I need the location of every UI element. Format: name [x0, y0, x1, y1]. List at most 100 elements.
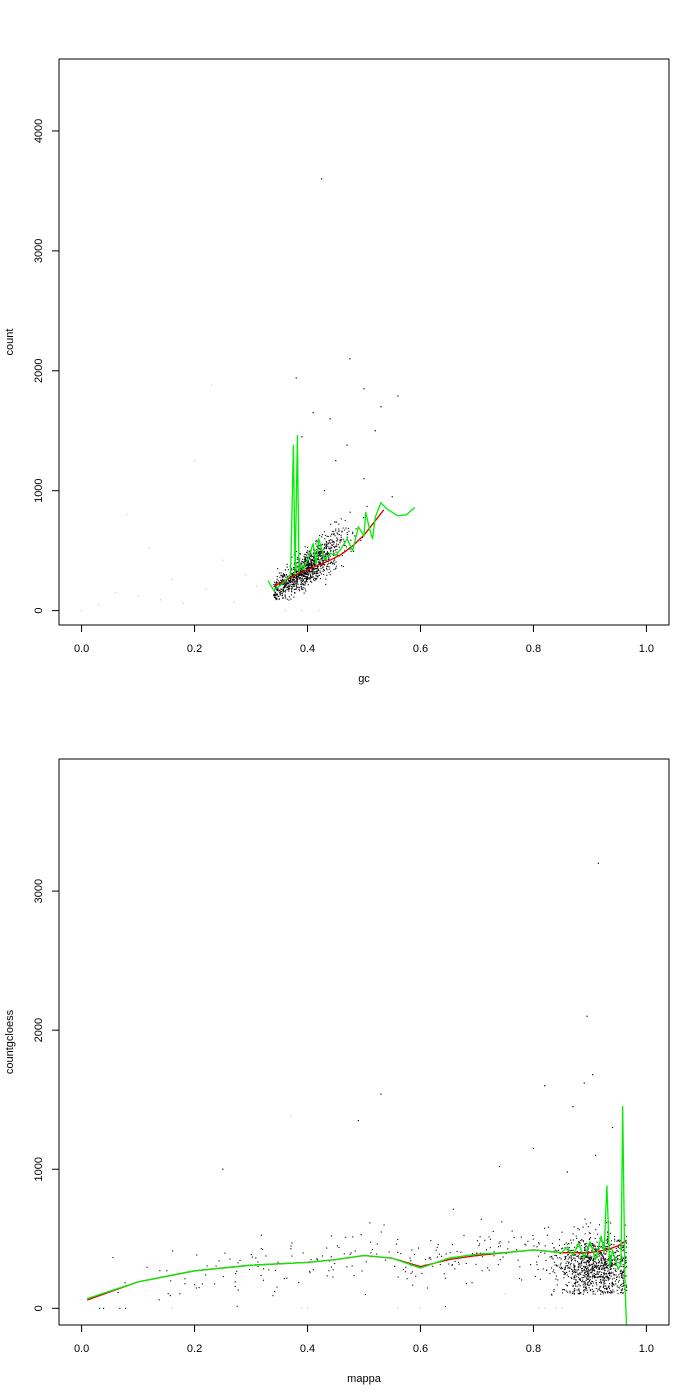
data-point [321, 554, 323, 557]
data-point [587, 1260, 590, 1262]
data-point [198, 1287, 200, 1289]
data-point [585, 1283, 587, 1285]
data-point [622, 1271, 624, 1274]
data-point [538, 1242, 540, 1244]
data-point [619, 1259, 621, 1261]
data-point [610, 1262, 612, 1264]
data-point [295, 570, 298, 572]
data-point [626, 1289, 628, 1291]
data-point [553, 1289, 555, 1291]
data-point [562, 1289, 564, 1291]
data-point [607, 1267, 609, 1269]
data-point [324, 547, 326, 549]
data-point [323, 551, 325, 553]
data-point [622, 1270, 624, 1273]
data-point [604, 1262, 606, 1264]
data-point [556, 1265, 558, 1267]
data-point [301, 583, 303, 585]
data-point [586, 1273, 588, 1275]
faint-point [561, 1307, 563, 1309]
data-point [614, 1264, 616, 1266]
data-point [592, 1268, 594, 1270]
data-point [278, 582, 280, 584]
data-point [592, 1266, 594, 1268]
data-point [317, 557, 320, 559]
data-point [589, 1243, 591, 1245]
data-point [598, 1264, 600, 1267]
data-point [524, 1243, 526, 1245]
data-point [294, 577, 296, 579]
data-point [609, 1232, 611, 1234]
data-point [603, 1281, 605, 1283]
data-point [484, 1239, 486, 1241]
x-tick-label: 0.8 [526, 643, 541, 655]
data-point [350, 550, 352, 552]
data-point [310, 562, 312, 564]
data-point [305, 572, 307, 575]
data-point [479, 1236, 481, 1238]
data-point [236, 1305, 238, 1307]
data-point [479, 1243, 481, 1245]
data-point [342, 527, 344, 529]
data-point [302, 584, 304, 586]
data-point [308, 578, 310, 580]
data-point [304, 557, 306, 559]
data-point [286, 566, 288, 568]
data-point [301, 578, 303, 580]
data-point [312, 568, 314, 570]
data-point [325, 578, 327, 580]
data-point [299, 577, 301, 579]
data-point [291, 578, 293, 580]
data-point [601, 1261, 603, 1263]
data-point [623, 1285, 625, 1287]
data-point [592, 1269, 594, 1271]
data-point [600, 1282, 603, 1284]
data-point [279, 594, 281, 596]
data-point [615, 1256, 617, 1258]
data-point [623, 1288, 625, 1290]
faint-point [171, 578, 173, 581]
data-point [291, 1255, 293, 1257]
data-point [322, 559, 324, 561]
data-point [285, 583, 287, 585]
data-point [303, 561, 305, 563]
data-point [595, 1265, 597, 1267]
data-point [568, 1270, 570, 1272]
data-point [617, 1258, 619, 1260]
data-point [304, 556, 306, 558]
data-point [307, 584, 309, 586]
data-point [621, 1288, 623, 1290]
data-point [277, 588, 279, 590]
data-point [601, 1257, 603, 1259]
data-point [574, 1269, 576, 1271]
data-point [297, 586, 299, 588]
data-point [274, 595, 276, 597]
data-point [281, 578, 283, 580]
data-point [330, 523, 332, 525]
outlier-point [321, 178, 323, 180]
data-point [591, 1268, 593, 1271]
data-point [329, 539, 332, 541]
data-point [345, 527, 347, 529]
data-point [605, 1264, 607, 1266]
data-point [405, 1266, 407, 1268]
data-point [596, 1241, 598, 1243]
data-point [303, 574, 305, 577]
data-point [331, 541, 333, 543]
data-point [313, 555, 315, 557]
data-point [566, 1271, 568, 1273]
data-point [532, 1234, 534, 1237]
y-axis-label: count [4, 329, 16, 356]
data-point [621, 1256, 623, 1258]
data-point [571, 1242, 573, 1244]
data-point [394, 1265, 396, 1267]
data-point [307, 560, 309, 562]
data-point [605, 1273, 607, 1275]
data-point [328, 554, 331, 556]
data-point [124, 1282, 126, 1284]
data-point [580, 1260, 583, 1262]
data-point [588, 1277, 590, 1279]
data-point [361, 537, 363, 539]
data-point [275, 582, 277, 584]
data-point [325, 552, 327, 555]
